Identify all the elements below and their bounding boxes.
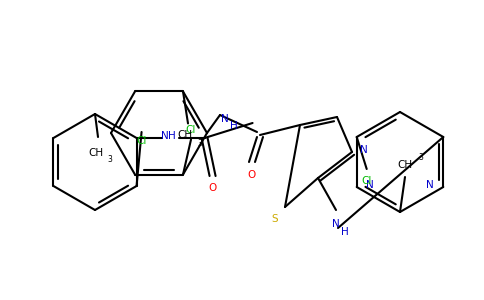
- Text: N: N: [332, 219, 340, 229]
- Text: H: H: [167, 131, 175, 141]
- Text: H: H: [230, 121, 238, 131]
- Text: N: N: [426, 180, 434, 190]
- Text: N: N: [161, 131, 168, 141]
- Text: CH: CH: [89, 148, 104, 158]
- Text: N: N: [366, 180, 374, 190]
- Text: Cl: Cl: [362, 176, 372, 186]
- Text: O: O: [209, 183, 217, 193]
- Text: Cl: Cl: [136, 136, 147, 146]
- Text: 3: 3: [197, 139, 202, 148]
- Text: N: N: [360, 145, 368, 155]
- Text: 3: 3: [419, 152, 424, 161]
- Text: 3: 3: [107, 154, 112, 164]
- Text: O: O: [248, 170, 256, 180]
- Text: CH: CH: [397, 160, 412, 170]
- Text: Cl: Cl: [186, 124, 196, 135]
- Text: H: H: [341, 227, 349, 237]
- Text: S: S: [272, 214, 278, 224]
- Text: N: N: [221, 114, 229, 124]
- Text: CH: CH: [178, 130, 193, 140]
